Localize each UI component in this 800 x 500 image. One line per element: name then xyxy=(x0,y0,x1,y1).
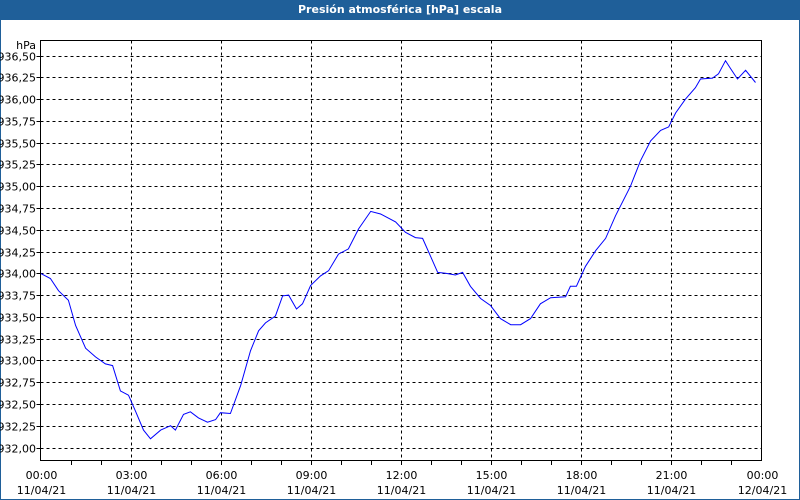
x-tick-time-label: 00:00 xyxy=(747,469,779,482)
x-tick-date-label: 11/04/21 xyxy=(107,484,156,497)
y-tick-label: 935,25 xyxy=(0,159,36,172)
x-tick-date-label: 11/04/21 xyxy=(287,484,336,497)
x-tick-time-label: 18:00 xyxy=(566,469,598,482)
y-axis-unit-label: hPa xyxy=(16,39,36,52)
x-tick-date-label: 12/04/21 xyxy=(738,484,787,497)
y-tick-label: 936,50 xyxy=(0,51,36,64)
x-tick-time-label: 06:00 xyxy=(206,469,238,482)
x-tick-time-label: 21:00 xyxy=(656,469,688,482)
pressure-series-line xyxy=(40,59,756,440)
plot-frame xyxy=(40,40,762,461)
x-tick-date-label: 11/04/21 xyxy=(377,484,426,497)
y-tick-label: 933,75 xyxy=(0,290,36,303)
x-tick-time-label: 09:00 xyxy=(296,469,328,482)
x-tick-date-label: 11/04/21 xyxy=(17,484,66,497)
y-tick-label: 936,00 xyxy=(0,94,36,107)
y-tick-label: 934,25 xyxy=(0,247,36,260)
y-tick-label: 933,25 xyxy=(0,334,36,347)
y-tick-label: 935,00 xyxy=(0,181,36,194)
x-tick-time-label: 00:00 xyxy=(26,469,58,482)
y-tick-label: 933,50 xyxy=(0,312,36,325)
x-tick-time-label: 03:00 xyxy=(116,469,148,482)
x-tick-date-label: 11/04/21 xyxy=(197,484,246,497)
y-tick-label: 935,75 xyxy=(0,116,36,129)
y-tick-label: 934,50 xyxy=(0,225,36,238)
y-tick-label: 932,75 xyxy=(0,377,36,390)
window-title: Presión atmosférica [hPa] escala xyxy=(0,0,800,20)
y-tick-label: 934,00 xyxy=(0,268,36,281)
y-tick-label: 934,75 xyxy=(0,203,36,216)
y-tick-label: 932,25 xyxy=(0,421,36,434)
x-tick-date-label: 11/04/21 xyxy=(467,484,516,497)
y-tick-label: 935,50 xyxy=(0,138,36,151)
x-tick-time-label: 15:00 xyxy=(476,469,508,482)
y-tick-label: 933,00 xyxy=(0,355,36,368)
y-tick-label: 932,00 xyxy=(0,443,36,456)
y-tick-label: 932,50 xyxy=(0,399,36,412)
x-tick-date-label: 11/04/21 xyxy=(647,484,696,497)
y-tick-label: 936,25 xyxy=(0,72,36,85)
x-tick-date-label: 11/04/21 xyxy=(557,484,606,497)
x-tick-time-label: 12:00 xyxy=(386,469,418,482)
